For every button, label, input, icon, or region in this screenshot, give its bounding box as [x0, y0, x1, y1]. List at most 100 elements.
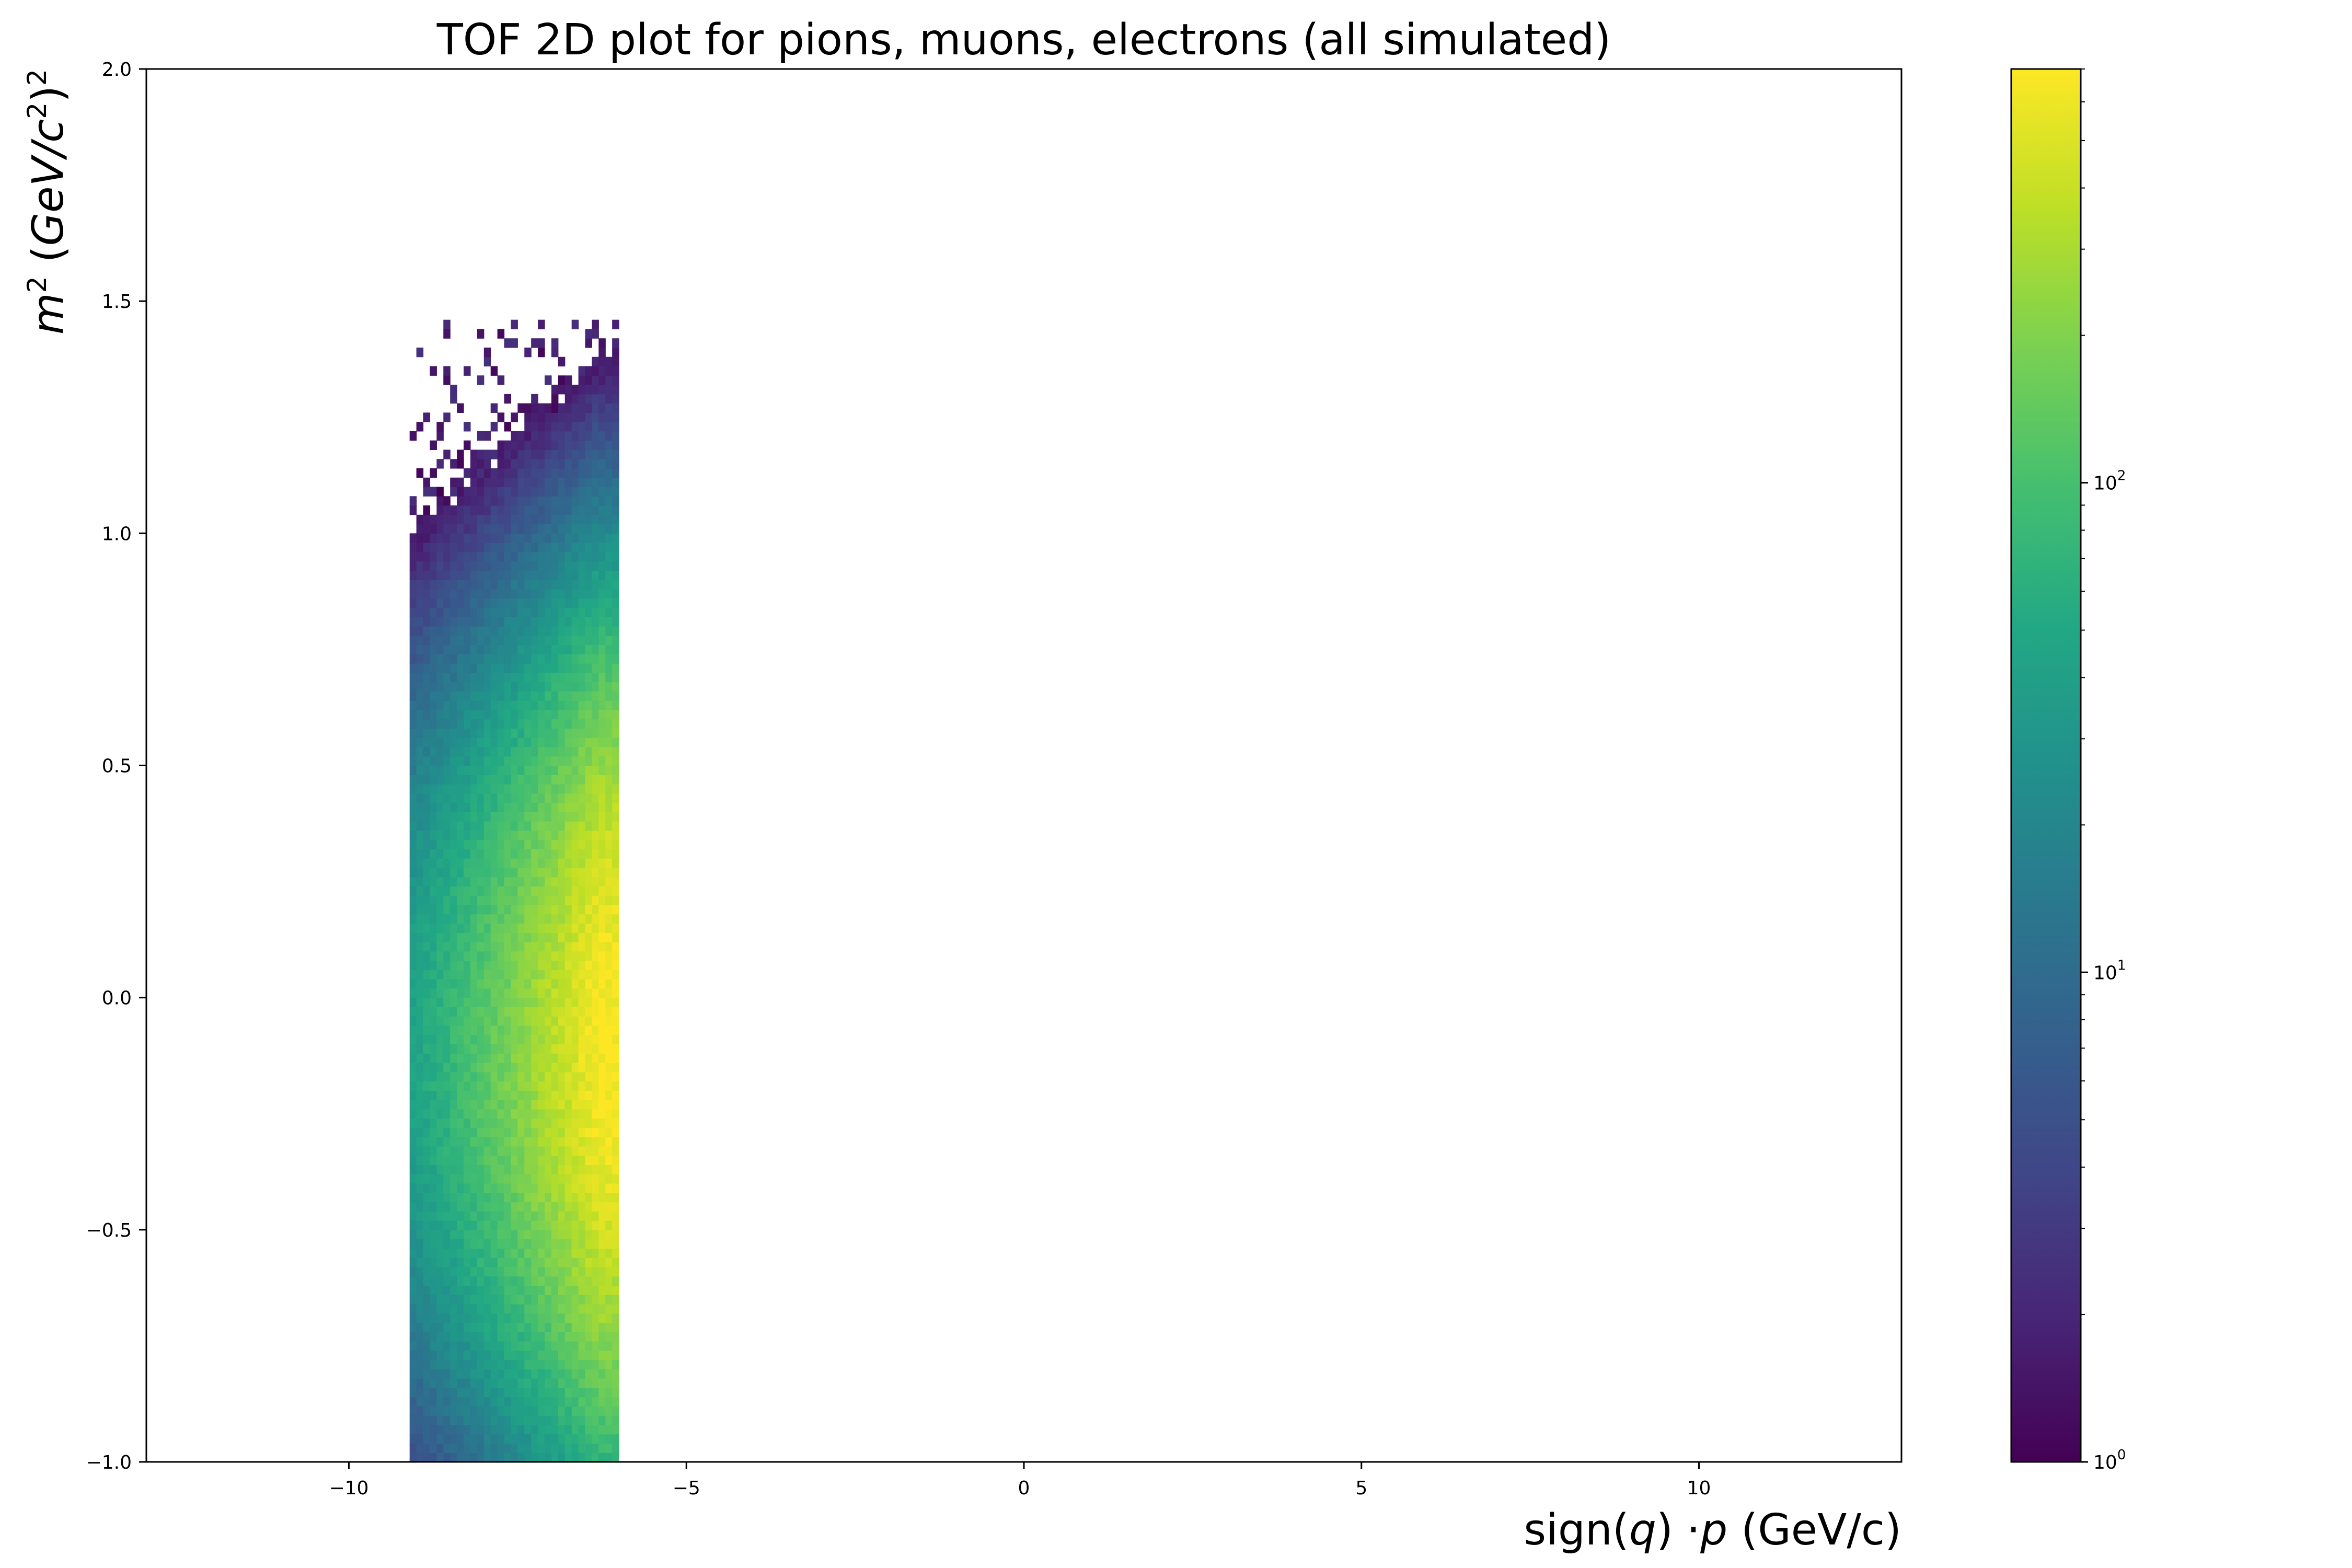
heatmap-cell	[558, 449, 566, 459]
heatmap-cell	[545, 1285, 552, 1295]
heatmap-cell	[524, 821, 532, 831]
heatmap-cell	[571, 700, 579, 710]
heatmap-cell	[592, 524, 599, 534]
heatmap-cell	[517, 459, 525, 469]
heatmap-cell	[558, 607, 566, 617]
heatmap-cell	[457, 1285, 464, 1295]
heatmap-cell	[450, 737, 457, 747]
heatmap-cell	[612, 979, 619, 989]
heatmap-cell	[497, 728, 505, 738]
heatmap-cell	[443, 1304, 451, 1314]
heatmap-cell	[564, 1258, 572, 1267]
heatmap-cell	[470, 1295, 478, 1305]
heatmap-cell	[551, 1090, 559, 1100]
heatmap-cell	[551, 914, 559, 924]
heatmap-cell	[612, 942, 619, 952]
heatmap-cell	[436, 505, 444, 515]
heatmap-cell	[538, 468, 545, 478]
heatmap-cell	[598, 877, 606, 887]
colorbar-tick-label: 102	[2093, 468, 2126, 494]
heatmap-cell	[538, 756, 545, 766]
heatmap-cell	[430, 988, 437, 998]
heatmap-cell	[490, 1034, 498, 1045]
heatmap-cell	[545, 849, 552, 859]
heatmap-cell	[430, 580, 437, 590]
heatmap-cell	[470, 543, 478, 552]
heatmap-cell	[483, 765, 491, 775]
heatmap-cell	[477, 1146, 485, 1156]
heatmap-cell	[416, 1025, 424, 1035]
heatmap-cell	[538, 644, 545, 654]
heatmap-cell	[409, 951, 417, 961]
heatmap-cell	[450, 942, 457, 952]
heatmap-cell	[497, 914, 505, 924]
heatmap-cell	[571, 431, 579, 441]
heatmap-cell	[511, 663, 518, 673]
heatmap-cell	[551, 970, 559, 979]
heatmap-cell	[524, 1063, 532, 1073]
heatmap-cell	[571, 561, 579, 571]
heatmap-cell	[538, 1174, 545, 1184]
heatmap-cell	[585, 839, 593, 849]
heatmap-cell	[490, 1165, 498, 1174]
heatmap-cell	[511, 1044, 518, 1054]
heatmap-cell	[416, 719, 424, 729]
heatmap-cell	[511, 1071, 518, 1082]
heatmap-cell	[558, 793, 566, 803]
heatmap-cell	[490, 1359, 498, 1369]
heatmap-cell	[416, 1118, 424, 1128]
heatmap-cell	[578, 1415, 586, 1425]
heatmap-cell	[436, 1146, 444, 1156]
heatmap-cell	[409, 812, 417, 822]
heatmap-cell	[464, 1359, 471, 1369]
heatmap-cell	[558, 440, 566, 451]
heatmap-cell	[483, 802, 491, 812]
heatmap-cell	[490, 691, 498, 701]
heatmap-cell	[517, 1359, 525, 1369]
heatmap-cell	[450, 905, 457, 915]
heatmap-cell	[598, 598, 606, 608]
heatmap-cell	[545, 905, 552, 915]
heatmap-cell	[464, 1137, 471, 1147]
heatmap-cell	[490, 793, 498, 803]
heatmap-cell	[592, 1229, 599, 1240]
heatmap-cell	[578, 589, 586, 599]
heatmap-cell	[443, 1100, 451, 1110]
heatmap-cell	[598, 914, 606, 924]
heatmap-cell	[605, 672, 613, 683]
heatmap-cell	[430, 1248, 437, 1258]
heatmap-cell	[592, 505, 599, 515]
heatmap-cell	[585, 1118, 593, 1128]
heatmap-cell	[436, 719, 444, 729]
heatmap-cell	[578, 607, 586, 617]
heatmap-cell	[592, 1341, 599, 1351]
heatmap-cell	[558, 1165, 566, 1174]
heatmap-cell	[612, 1202, 619, 1212]
heatmap-cell	[564, 1071, 572, 1082]
heatmap-cell	[430, 487, 437, 497]
heatmap-cell	[531, 1415, 538, 1425]
heatmap-cell	[490, 951, 498, 961]
heatmap-cell	[585, 1443, 593, 1453]
heatmap-cell	[592, 1397, 599, 1406]
heatmap-cell	[416, 617, 424, 627]
heatmap-cell	[416, 1239, 424, 1249]
heatmap-cell	[558, 691, 566, 701]
heatmap-cell	[436, 514, 444, 525]
heatmap-cell	[592, 543, 599, 552]
heatmap-cell	[551, 440, 559, 451]
heatmap-cell	[612, 1452, 619, 1462]
heatmap-cell	[605, 589, 613, 599]
heatmap-cell	[612, 626, 619, 636]
heatmap-cell	[504, 1165, 512, 1174]
heatmap-cell	[531, 1397, 538, 1406]
heatmap-cell	[436, 561, 444, 571]
heatmap-cell	[612, 1406, 619, 1416]
heatmap-cell	[592, 468, 599, 478]
heatmap-cell	[564, 1174, 572, 1184]
heatmap-cell	[504, 691, 512, 701]
heatmap-cell	[504, 607, 512, 617]
heatmap-cell	[571, 1016, 579, 1026]
heatmap-cell	[578, 1174, 586, 1184]
heatmap-cell	[450, 543, 457, 552]
